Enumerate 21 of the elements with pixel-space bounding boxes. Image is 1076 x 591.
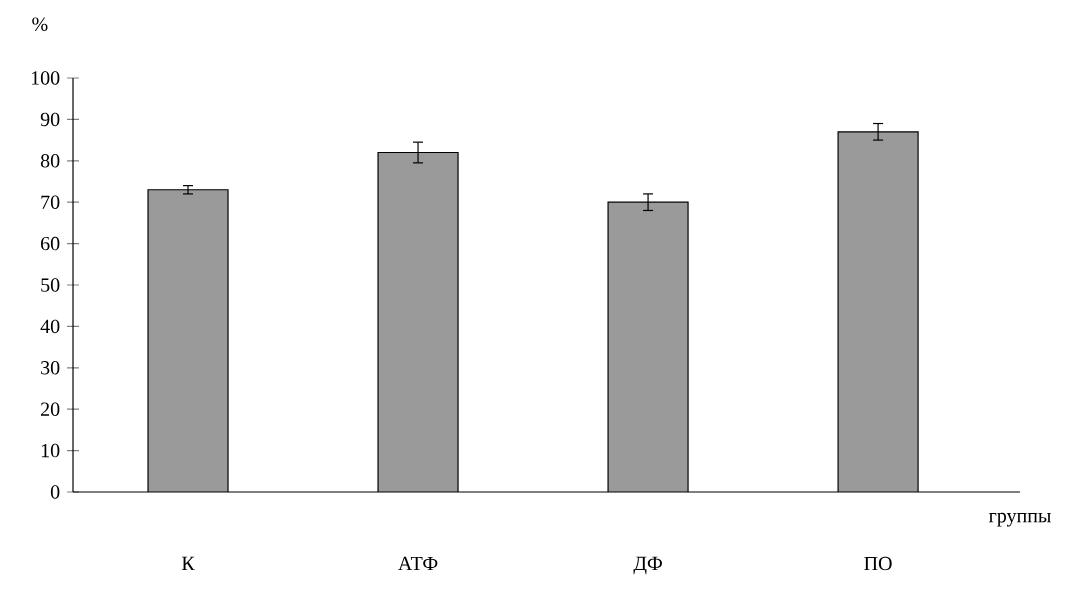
y-tick-label: 80 xyxy=(40,154,60,168)
x-tick-label: ДФ xyxy=(633,556,662,575)
x-tick-label: АТФ xyxy=(398,556,438,571)
bar xyxy=(837,131,919,492)
y-tick-label: 40 xyxy=(40,319,60,334)
y-tick-label: 60 xyxy=(41,236,60,251)
x-tick-label: К xyxy=(181,556,195,570)
bar xyxy=(147,189,229,492)
y-tick-label: 10 xyxy=(41,443,60,458)
bar xyxy=(607,201,689,492)
y-tick-label: 20 xyxy=(41,402,60,416)
x-axis-title: группы xyxy=(988,512,1051,527)
x-tick-label: ПО xyxy=(864,556,892,571)
y-tick-label: 100 xyxy=(31,71,60,85)
y-tick-label: 0 xyxy=(50,485,60,499)
y-axis-title: % xyxy=(32,17,48,31)
y-tick-label: 50 xyxy=(41,278,60,292)
bar xyxy=(377,151,459,492)
y-tick-label: 30 xyxy=(41,361,60,375)
y-tick-label: 90 xyxy=(40,112,60,127)
y-tick-label: 70 xyxy=(41,195,60,209)
